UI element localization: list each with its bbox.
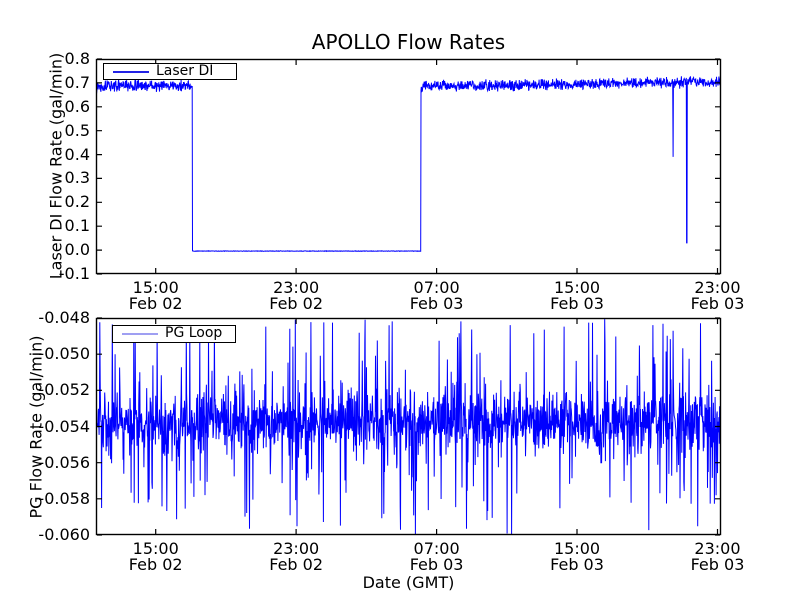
pg-loop-tick-marks	[97, 317, 720, 536]
pg-loop-x-tick-label-date: Feb 02	[128, 555, 183, 574]
laser-di-x-tick-label-date: Feb 03	[550, 294, 604, 313]
laser-di-series-line	[96, 75, 721, 253]
laser-di-tick-marks	[97, 58, 720, 275]
laser-di-y-tick-label: 0.2	[64, 192, 90, 212]
pg-loop-x-tick-label-time: 07:00	[413, 539, 460, 558]
pg-loop-x-tick-label-time: 23:00	[694, 539, 741, 558]
pg-loop-axes-frame	[95, 317, 722, 536]
laser-di-x-tick-label-time: 23:00	[273, 278, 320, 297]
legend-line-swatch-pg-loop	[122, 333, 158, 335]
laser-di-x-tick-label-date: Feb 03	[409, 294, 464, 313]
laser-di-y-tick-label: 0.4	[64, 144, 90, 164]
laser-di-plot-area	[95, 58, 722, 275]
pg-loop-x-tick-label-date: Feb 03	[690, 555, 745, 574]
pg-loop-y-tick-label: -0.052	[38, 380, 90, 400]
laser-di-y-tick-label: 0.1	[64, 216, 90, 236]
pg-loop-y-tick-label: -0.054	[38, 416, 90, 436]
pg-loop-x-tick-label-date: Feb 02	[269, 555, 324, 574]
laser-di-x-tick-label-date: Feb 03	[690, 294, 745, 313]
laser-di-y-tick-label: 0.7	[64, 72, 90, 92]
laser-di-x-tick-label-date: Feb 02	[128, 294, 183, 313]
pg-loop-x-tick-label-time: 23:00	[273, 539, 320, 558]
pg-loop-y-tick-label: -0.056	[38, 452, 90, 472]
pg-loop-y-tick-label: -0.048	[38, 308, 90, 327]
pg-loop-plot-area	[95, 317, 722, 536]
legend-label-pg-loop: PG Loop	[165, 325, 223, 341]
legend-line-swatch-laser-di	[113, 71, 149, 73]
pg-loop-series-line	[96, 319, 721, 535]
laser-di-y-tick-label: 0.0	[64, 240, 90, 260]
pg-loop-y-tick-label: -0.060	[38, 525, 90, 544]
pg-loop-x-tick-label-time: 15:00	[132, 539, 179, 558]
pg-loop-y-tick-label: -0.050	[38, 344, 90, 364]
laser-di-axes-frame	[95, 58, 722, 275]
date-x-axis-label: Date (GMT)	[362, 573, 455, 592]
laser-di-x-tick-label-time: 07:00	[413, 278, 460, 297]
laser-di-y-tick-label: 0.6	[64, 96, 90, 116]
pg-loop-x-tick-label-time: 15:00	[553, 539, 601, 558]
pg-loop-x-tick-label-date: Feb 03	[550, 555, 604, 574]
laser-di-y-tick-label: 0.3	[64, 168, 90, 188]
laser-di-x-tick-label-time: 15:00	[132, 278, 179, 297]
legend-laser-di: Laser DI	[103, 63, 237, 80]
laser-di-y-tick-label: 0.8	[64, 49, 90, 68]
legend-pg-loop: PG Loop	[112, 325, 236, 343]
pg-loop-x-tick-label-date: Feb 03	[409, 555, 464, 574]
laser-di-y-tick-label: 0.5	[64, 120, 90, 140]
laser-di-x-tick-label-date: Feb 02	[269, 294, 324, 313]
legend-label-laser-di: Laser DI	[156, 63, 214, 79]
pg-loop-y-tick-label: -0.058	[38, 488, 90, 508]
laser-di-y-tick-label: -0.1	[58, 264, 90, 283]
chart-title: APOLLO Flow Rates	[311, 30, 506, 54]
laser-di-x-tick-label-time: 15:00	[553, 278, 601, 297]
laser-di-x-tick-label-time: 23:00	[694, 278, 741, 297]
